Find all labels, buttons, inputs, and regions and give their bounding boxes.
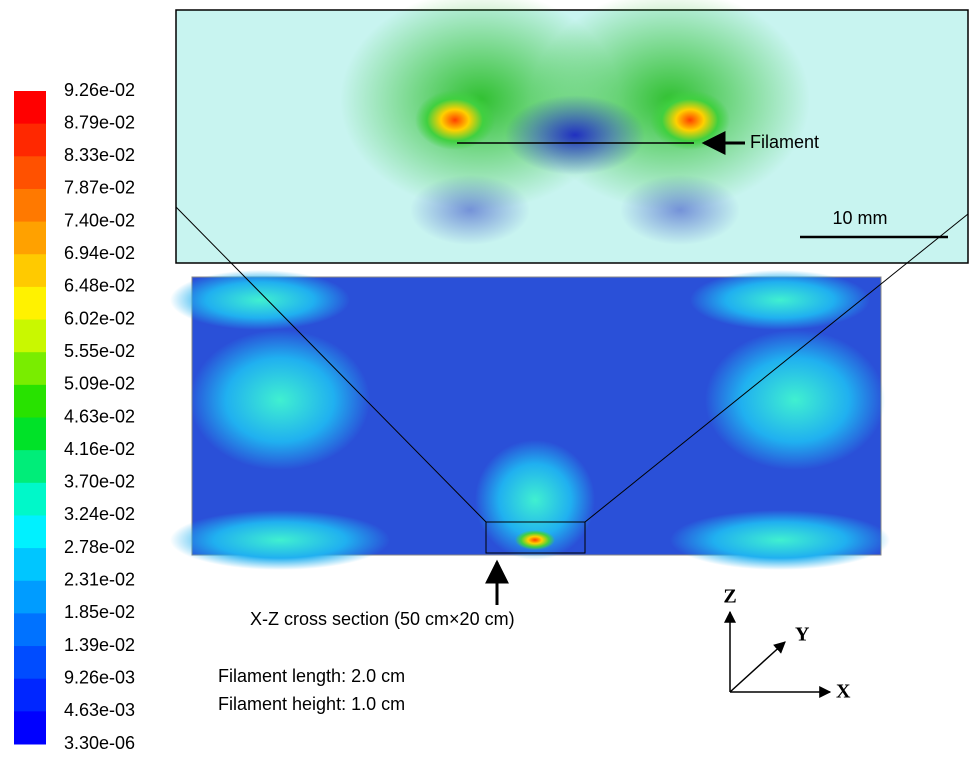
colorbar-segment [14, 91, 46, 124]
x-label: X [836, 681, 851, 703]
colorbar-segment [14, 515, 46, 548]
colorbar-label: 7.87e-02 [64, 178, 135, 198]
y-label: Y [795, 624, 810, 646]
cross-section-label: X-Z cross section (50 cm×20 cm) [250, 609, 515, 629]
colorbar-segment [14, 613, 46, 646]
colorbar-segment [14, 189, 46, 222]
colorbar-label: 4.16e-02 [64, 439, 135, 459]
colorbar-label: 5.09e-02 [64, 374, 135, 394]
colorbar-segment [14, 646, 46, 679]
colorbar-label: 4.63e-02 [64, 406, 135, 426]
colorbar-label: 6.94e-02 [64, 243, 135, 263]
colorbar-segment [14, 254, 46, 287]
colorbar-segment [14, 222, 46, 255]
figure: 9.26e-02 8.79e-02 8.33e-02 7.87e-02 7.40e-02… [0, 0, 972, 753]
colorbar-label: 7.40e-02 [64, 210, 135, 230]
filament-length: Filament length: 2.0 cm [218, 666, 405, 686]
colorbar-label: 9.26e-02 [64, 80, 135, 100]
colorbar-segment [14, 156, 46, 189]
colorbar-segment [14, 287, 46, 320]
colorbar-label: 6.48e-02 [64, 276, 135, 296]
colorbar-segment [14, 418, 46, 451]
filament-height: Filament height: 1.0 cm [218, 694, 405, 714]
colorbar-segment [14, 450, 46, 483]
colorbar-label: 3.70e-02 [64, 472, 135, 492]
axes-triad: Z Y X [723, 586, 851, 703]
colorbar-segment [14, 124, 46, 157]
colorbar-segment [14, 581, 46, 614]
colorbar-segment [14, 711, 46, 744]
scale-label: 10 mm [832, 208, 887, 228]
colorbar-label: 2.31e-02 [64, 570, 135, 590]
colorbar-label: 5.55e-02 [64, 341, 135, 361]
colorbar-segment [14, 385, 46, 418]
z-label: Z [723, 586, 736, 608]
colorbar-label: 2.78e-02 [64, 537, 135, 557]
colorbar-segment [14, 483, 46, 516]
colorbar-label: 8.33e-02 [64, 145, 135, 165]
colorbar-label: 1.85e-02 [64, 602, 135, 622]
colorbar-label: 3.30e-06 [64, 733, 135, 753]
colorbar-segment [14, 679, 46, 712]
colorbar-segment [14, 352, 46, 385]
colorbar-segment [14, 320, 46, 353]
filament-label: Filament [750, 132, 819, 152]
colorbar: 9.26e-02 8.79e-02 8.33e-02 7.87e-02 7.40e-02… [14, 80, 135, 753]
zoom-image: Filament 10 mm [176, 0, 968, 263]
colorbar-segment [14, 548, 46, 581]
colorbar-label: 8.79e-02 [64, 112, 135, 132]
colorbar-label: 6.02e-02 [64, 308, 135, 328]
colorbar-label: 9.26e-03 [64, 667, 135, 687]
colorbar-label: 4.63e-03 [64, 700, 135, 720]
colorbar-label: 1.39e-02 [64, 635, 135, 655]
colorbar-label: 3.24e-02 [64, 504, 135, 524]
